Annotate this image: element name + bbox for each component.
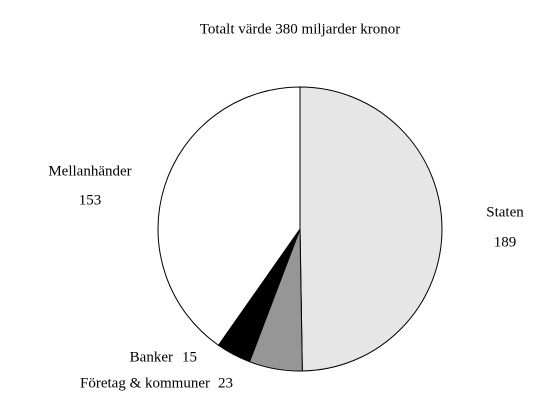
slice-value: 15 xyxy=(182,349,197,365)
slice-label: Banker xyxy=(130,349,173,365)
chart-title: Totalt värde 380 miljarder kronor xyxy=(200,21,401,37)
pie-slice xyxy=(157,86,301,346)
slice-label: Staten xyxy=(486,204,524,220)
slice-label: Mellanhänder xyxy=(48,163,131,179)
pie-slice xyxy=(299,86,443,372)
slice-label: Företag & kommuner xyxy=(80,375,210,391)
slice-value: 153 xyxy=(79,192,102,208)
slice-value: 189 xyxy=(494,234,517,250)
slice-value: 23 xyxy=(218,375,233,391)
